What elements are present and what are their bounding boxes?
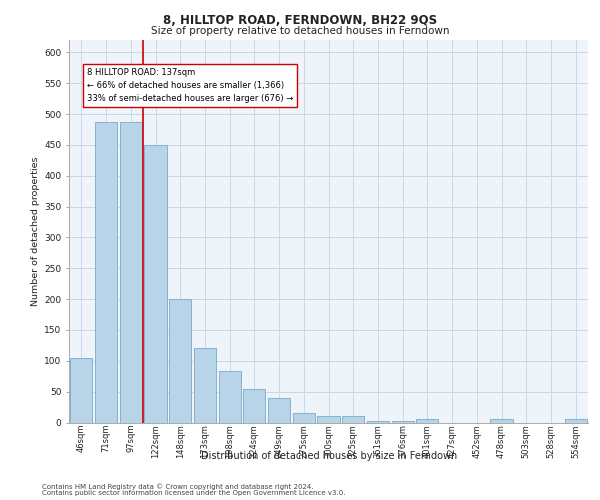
Bar — [243, 388, 265, 422]
Bar — [392, 420, 414, 422]
Bar — [70, 358, 92, 422]
Text: 8, HILLTOP ROAD, FERNDOWN, BH22 9QS: 8, HILLTOP ROAD, FERNDOWN, BH22 9QS — [163, 14, 437, 26]
Text: Contains public sector information licensed under the Open Government Licence v3: Contains public sector information licen… — [42, 490, 346, 496]
Bar — [169, 299, 191, 422]
Text: 8 HILLTOP ROAD: 137sqm
← 66% of detached houses are smaller (1,366)
33% of semi-: 8 HILLTOP ROAD: 137sqm ← 66% of detached… — [87, 68, 293, 103]
Bar — [565, 420, 587, 422]
Text: Size of property relative to detached houses in Ferndown: Size of property relative to detached ho… — [151, 26, 449, 36]
Y-axis label: Number of detached properties: Number of detached properties — [31, 156, 40, 306]
Bar — [119, 122, 142, 422]
Bar — [145, 145, 167, 422]
Bar — [268, 398, 290, 422]
Bar — [95, 122, 117, 422]
Bar — [416, 420, 439, 422]
Bar — [490, 420, 512, 422]
Text: Contains HM Land Registry data © Crown copyright and database right 2024.: Contains HM Land Registry data © Crown c… — [42, 484, 314, 490]
Bar — [194, 348, 216, 422]
Bar — [317, 416, 340, 422]
Text: Distribution of detached houses by size in Ferndown: Distribution of detached houses by size … — [200, 451, 457, 461]
Bar — [293, 413, 315, 422]
Bar — [218, 372, 241, 422]
Bar — [367, 420, 389, 422]
Bar — [342, 416, 364, 422]
